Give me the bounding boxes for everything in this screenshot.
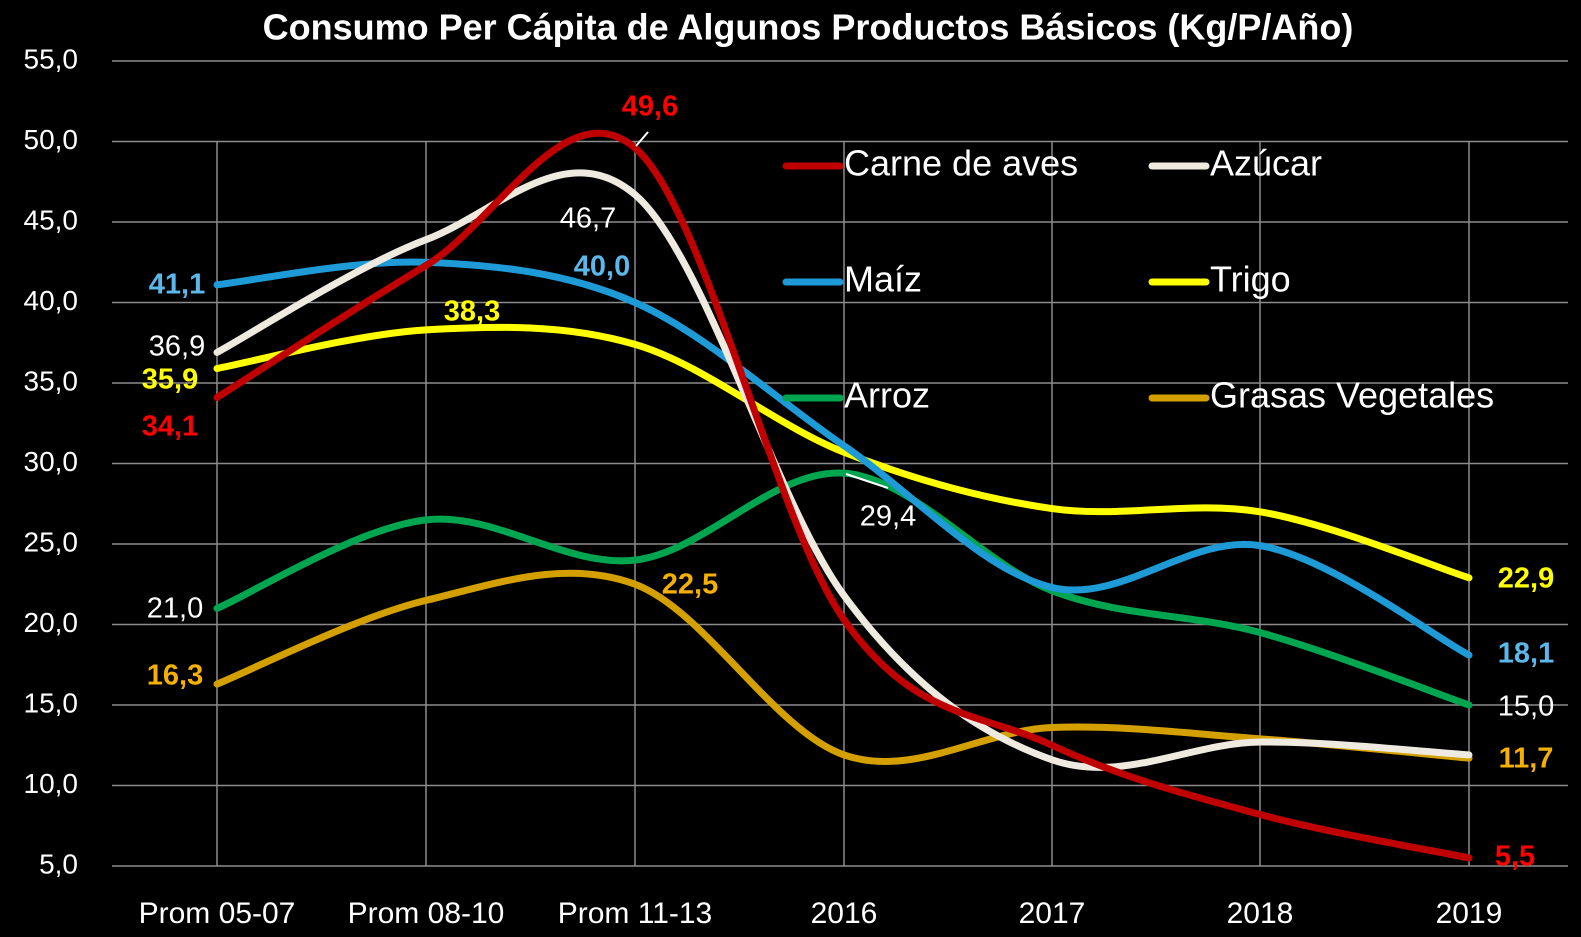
series-line: [213, 169, 1473, 771]
legend-label: Carne de aves: [844, 143, 1078, 184]
data-label: 36,9: [149, 331, 205, 363]
data-label: 41,1: [149, 269, 205, 301]
data-label: 18,1: [1498, 638, 1554, 670]
y-tick-label: 45,0: [24, 204, 79, 235]
y-tick-label: 25,0: [24, 526, 79, 557]
data-label: 21,0: [147, 593, 203, 625]
data-label: 38,3: [444, 296, 500, 328]
y-tick-label: 20,0: [24, 607, 79, 638]
data-label: 11,7: [1499, 743, 1554, 775]
x-tick-label: Prom 05-07: [139, 897, 296, 930]
data-label: 34,1: [142, 411, 198, 443]
y-tick-label: 15,0: [24, 687, 79, 718]
leader-line: [635, 131, 649, 147]
x-tick-label: Prom 11-13: [558, 897, 713, 930]
y-tick-label: 40,0: [24, 285, 79, 316]
legend-label: Maíz: [844, 259, 922, 300]
legend-label: Arroz: [844, 375, 930, 416]
leader-line: [845, 473, 889, 489]
y-tick-label: 5,0: [39, 848, 78, 879]
data-label: 29,4: [860, 501, 916, 533]
x-tick-label: 2019: [1436, 897, 1503, 930]
data-label: 5,5: [1495, 841, 1535, 873]
y-tick-label: 10,0: [24, 768, 79, 799]
data-label: 49,6: [622, 91, 678, 123]
y-tick-label: 35,0: [24, 365, 79, 396]
series-line: [213, 469, 1473, 709]
x-tick-label: 2017: [1019, 897, 1086, 930]
series-line: [213, 129, 1473, 862]
legend-label: Grasas Vegetales: [1210, 375, 1494, 416]
data-label: 22,9: [1498, 563, 1554, 595]
data-label: 35,9: [142, 364, 198, 396]
legend-label: Azúcar: [1210, 143, 1322, 184]
data-label: 40,0: [574, 251, 630, 283]
data-label: 46,7: [560, 203, 616, 235]
data-label: 15,0: [1498, 691, 1554, 723]
legend-label: Trigo: [1210, 259, 1291, 300]
y-tick-label: 30,0: [24, 446, 79, 477]
series-line: [213, 323, 1473, 582]
y-tick-label: 50,0: [24, 124, 79, 155]
x-tick-label: 2018: [1227, 897, 1294, 930]
chart-title: Consumo Per Cápita de Algunos Productos …: [263, 7, 1354, 48]
data-label: 22,5: [662, 569, 718, 601]
data-label: 16,3: [147, 660, 203, 692]
y-tick-label: 55,0: [24, 43, 79, 74]
x-tick-label: Prom 08-10: [348, 897, 505, 930]
x-tick-label: 2016: [811, 897, 878, 930]
